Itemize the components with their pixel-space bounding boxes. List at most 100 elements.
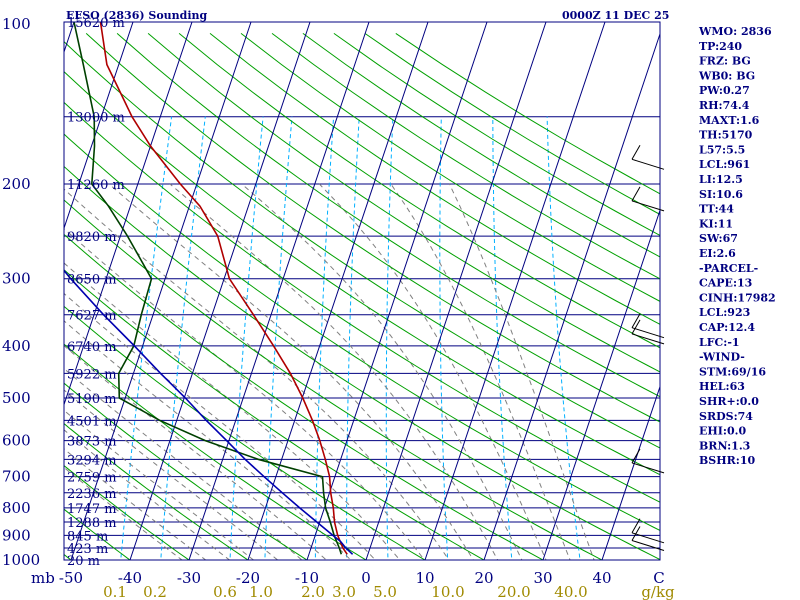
parcel-profile-line — [64, 269, 354, 555]
height-label: 6740 m — [67, 340, 117, 355]
mixing-ratio-line — [264, 116, 293, 560]
height-label: 1288 m — [67, 516, 117, 531]
sounding-index-line: EI:2.6 — [699, 247, 736, 260]
dry-adiabat-line — [147, 33, 660, 373]
wind-barb-shaft — [631, 327, 665, 339]
isotherm-line — [129, 22, 311, 560]
height-label: 4501 m — [67, 414, 117, 429]
wind-barb-flag — [631, 448, 641, 464]
dry-adiabat-line — [116, 33, 660, 398]
pressure-tick-label: 400 — [2, 337, 31, 355]
sounding-index-line: LI:12.5 — [699, 173, 743, 186]
sounding-index-line: STM:69/16 — [699, 365, 766, 378]
sounding-index-line: KI:11 — [699, 217, 733, 230]
wind-barb-shaft — [631, 462, 665, 474]
isotherm-line — [64, 22, 134, 230]
sounding-index-line: SRDS:74 — [699, 410, 753, 423]
sounding-index-line: BRN:1.3 — [699, 439, 750, 452]
height-label: 15620 m — [67, 16, 125, 31]
moist-adiabat-line — [108, 183, 474, 560]
isotherm-line — [601, 385, 660, 560]
sounding-index-line: -WIND- — [699, 351, 745, 364]
moist-adiabat-line — [448, 183, 595, 560]
dry-adiabat-line — [178, 33, 660, 349]
height-label: 3873 m — [67, 435, 117, 450]
mixing-ratio-tick-label: 10.0 — [431, 583, 464, 600]
mixing-ratio-tick-label: 0.1 — [103, 583, 127, 600]
wind-barb — [631, 313, 665, 339]
temperature-tick-label: -30 — [177, 569, 201, 587]
temperature-tick-label: 20 — [474, 569, 493, 587]
wind-barb — [631, 145, 665, 170]
sounding-index-line: TT:44 — [699, 203, 734, 216]
mixing-ratio-unit-label: g/kg — [641, 583, 675, 600]
dry-adiabat-line — [64, 233, 545, 560]
mixing-ratio-line — [160, 116, 206, 560]
temperature-tick-label: 40 — [592, 569, 611, 587]
wind-barb-shaft — [631, 540, 665, 551]
height-label: 5922 m — [67, 367, 117, 382]
mixing-ratio-line — [546, 116, 581, 560]
chart-title-right: 0000Z 11 DEC 25 — [562, 9, 669, 22]
height-label: 13000 m — [67, 111, 125, 126]
sounding-index-line: EHI:0.0 — [699, 425, 746, 438]
wind-barb-shaft — [631, 333, 665, 345]
pressure-unit-label: mb — [31, 569, 55, 587]
dry-adiabat-line — [64, 305, 426, 560]
dry-adiabat-line — [240, 33, 660, 302]
wind-barb-flag — [631, 518, 641, 534]
sounding-index-line: L57:5.5 — [699, 143, 745, 156]
height-label: 845 m — [67, 529, 108, 544]
dry-adiabat-line — [64, 422, 249, 560]
chart-title-left: EFSO (2836) Sounding — [66, 9, 208, 22]
mixing-ratio-line — [439, 116, 449, 560]
pressure-tick-label: 1000 — [2, 551, 40, 569]
temperature-tick-label: -40 — [118, 569, 142, 587]
mixing-ratio-line — [346, 116, 360, 560]
mixing-ratio-tick-label: 40.0 — [554, 583, 587, 600]
sounding-index-line: MAXT:1.6 — [699, 114, 760, 127]
moist-adiabat-line — [390, 183, 571, 560]
wind-barb — [631, 319, 665, 345]
temperature-profile-line — [99, 22, 348, 555]
wind-barb-flag — [631, 526, 641, 541]
mixing-ratio-line — [385, 116, 394, 560]
sounding-index-line: BSHR:10 — [699, 454, 755, 467]
temperature-tick-label: 10 — [415, 569, 434, 587]
sounding-index-line: CAP:12.4 — [699, 321, 755, 334]
wind-barb-shaft — [631, 532, 665, 544]
dry-adiabat-line — [209, 33, 660, 325]
wind-barb-flag — [631, 319, 641, 335]
temperature-tick-label: 0 — [361, 569, 371, 587]
height-label: 3294 m — [67, 453, 117, 468]
dry-adiabat-line — [64, 40, 660, 449]
temperature-unit-label: C — [653, 569, 664, 587]
sounding-index-line: RH:74.4 — [699, 99, 750, 112]
height-label: 1747 m — [67, 502, 117, 517]
moist-adiabat-line — [64, 344, 328, 560]
wind-barb — [631, 526, 665, 551]
pressure-tick-label: 600 — [2, 432, 31, 450]
isotherm-line — [306, 22, 488, 560]
height-label: 5190 m — [67, 392, 117, 407]
moist-adiabat-line — [64, 367, 303, 560]
dry-adiabat-line — [64, 382, 308, 560]
sounding-index-line: SI:10.6 — [699, 188, 743, 201]
sounding-index-line: WMO: 2836 — [698, 25, 772, 38]
sounding-index-line: CAPE:13 — [699, 277, 752, 290]
dry-adiabat-line — [64, 101, 660, 503]
dry-adiabat-line — [64, 269, 485, 560]
pressure-tick-label: 800 — [2, 499, 31, 517]
sounding-index-line: LFC:-1 — [699, 336, 740, 349]
sounding-index-line: LCL:923 — [699, 306, 750, 319]
wind-barb — [631, 448, 665, 474]
mixing-ratio-tick-label: 2.0 — [301, 583, 325, 600]
dry-adiabat-line — [64, 133, 660, 532]
isotherm-line — [188, 22, 370, 560]
pressure-tick-label: 200 — [2, 175, 31, 193]
temperature-tick-label: -50 — [59, 569, 83, 587]
temperature-tick-label: -20 — [236, 569, 260, 587]
height-label: 2759 m — [67, 471, 117, 486]
moist-adiabat-line — [64, 188, 450, 560]
mixing-ratio-tick-label: 20.0 — [497, 583, 530, 600]
